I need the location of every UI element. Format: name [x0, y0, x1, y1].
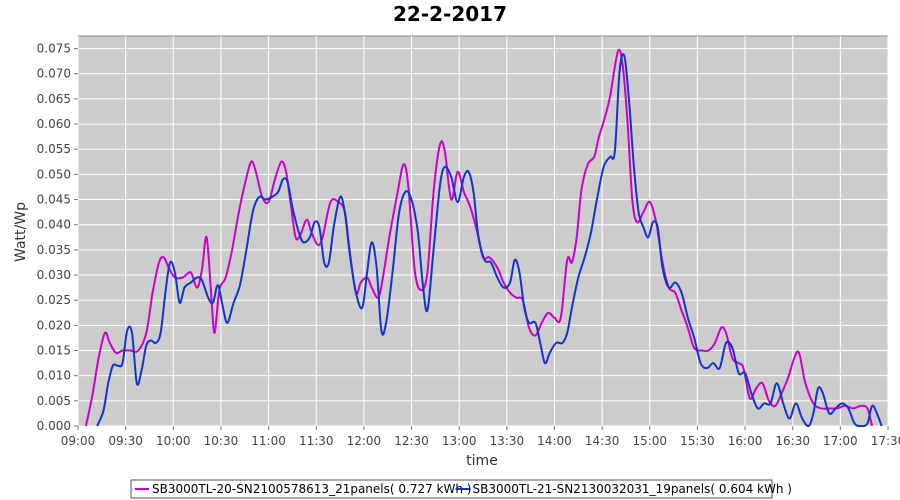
y-tick-label-5: 0.025	[37, 293, 71, 307]
series-layer	[84, 48, 883, 428]
y-tick-label-2: 0.010	[37, 369, 71, 383]
series-line-1	[96, 53, 883, 428]
legend-label-0: SB3000TL-20-SN2100578613_21panels( 0.727…	[152, 482, 471, 496]
x-tick-label-4: 11:00	[251, 434, 286, 448]
x-tick-label-7: 12:30	[394, 434, 429, 448]
y-tick-label-1: 0.005	[37, 394, 71, 408]
series-line-0	[84, 48, 874, 427]
legend-box	[130, 479, 773, 499]
y-tick-label-3: 0.015	[37, 344, 71, 358]
y-tick-label-4: 0.020	[37, 318, 71, 332]
y-tick-label-7: 0.035	[37, 243, 71, 257]
x-tick-label-6: 12:00	[347, 434, 382, 448]
chart-title: 22-2-2017	[393, 2, 507, 26]
x-tick-label-12: 15:00	[632, 434, 667, 448]
x-tick-label-3: 10:30	[204, 434, 239, 448]
y-tick-labels: 0.000 0.005 0.010 0.015 0.020 0.025 0.030 0.035…	[37, 42, 71, 433]
x-tick-label-11: 14:30	[585, 434, 620, 448]
y-tick-label-12: 0.060	[37, 117, 71, 131]
y-tick-label-14: 0.070	[37, 67, 71, 81]
x-axis-label: time	[466, 453, 498, 469]
legend: SB3000TL-20-SN2100578613_21panels( 0.727…	[130, 479, 792, 499]
x-tick-labels: 09:00 09:30 10:00 10:30 11:00 11:30 12:00 12:30…	[61, 434, 900, 448]
x-tick-label-0: 09:00	[61, 434, 96, 448]
x-tick-label-17: 17:30	[871, 434, 900, 448]
x-tick-label-15: 16:30	[775, 434, 810, 448]
x-tick-label-16: 17:00	[823, 434, 858, 448]
y-tick-label-6: 0.030	[37, 268, 71, 282]
x-tick-label-2: 10:00	[156, 434, 191, 448]
legend-label-1: SB3000TL-21-SN2130032031_19panels( 0.604…	[473, 482, 792, 496]
x-tick-label-14: 16:00	[728, 434, 763, 448]
y-tick-label-9: 0.045	[37, 193, 71, 207]
y-tick-label-8: 0.040	[37, 218, 71, 232]
plot-area	[77, 35, 889, 427]
x-tick-label-9: 13:30	[490, 434, 525, 448]
x-tick-label-10: 14:00	[537, 434, 572, 448]
y-tick-label-15: 0.075	[37, 42, 71, 56]
y-tick-label-10: 0.050	[37, 167, 71, 181]
y-axis-label: Watt/Wp	[13, 202, 29, 262]
y-tick-label-13: 0.065	[37, 92, 71, 106]
axes	[74, 48, 889, 430]
x-tick-label-5: 11:30	[299, 434, 334, 448]
x-tick-label-1: 09:30	[108, 434, 143, 448]
x-tick-label-13: 15:30	[680, 434, 715, 448]
y-tick-label-11: 0.055	[37, 142, 71, 156]
x-tick-label-8: 13:00	[442, 434, 477, 448]
y-tick-label-0: 0.000	[37, 419, 71, 433]
